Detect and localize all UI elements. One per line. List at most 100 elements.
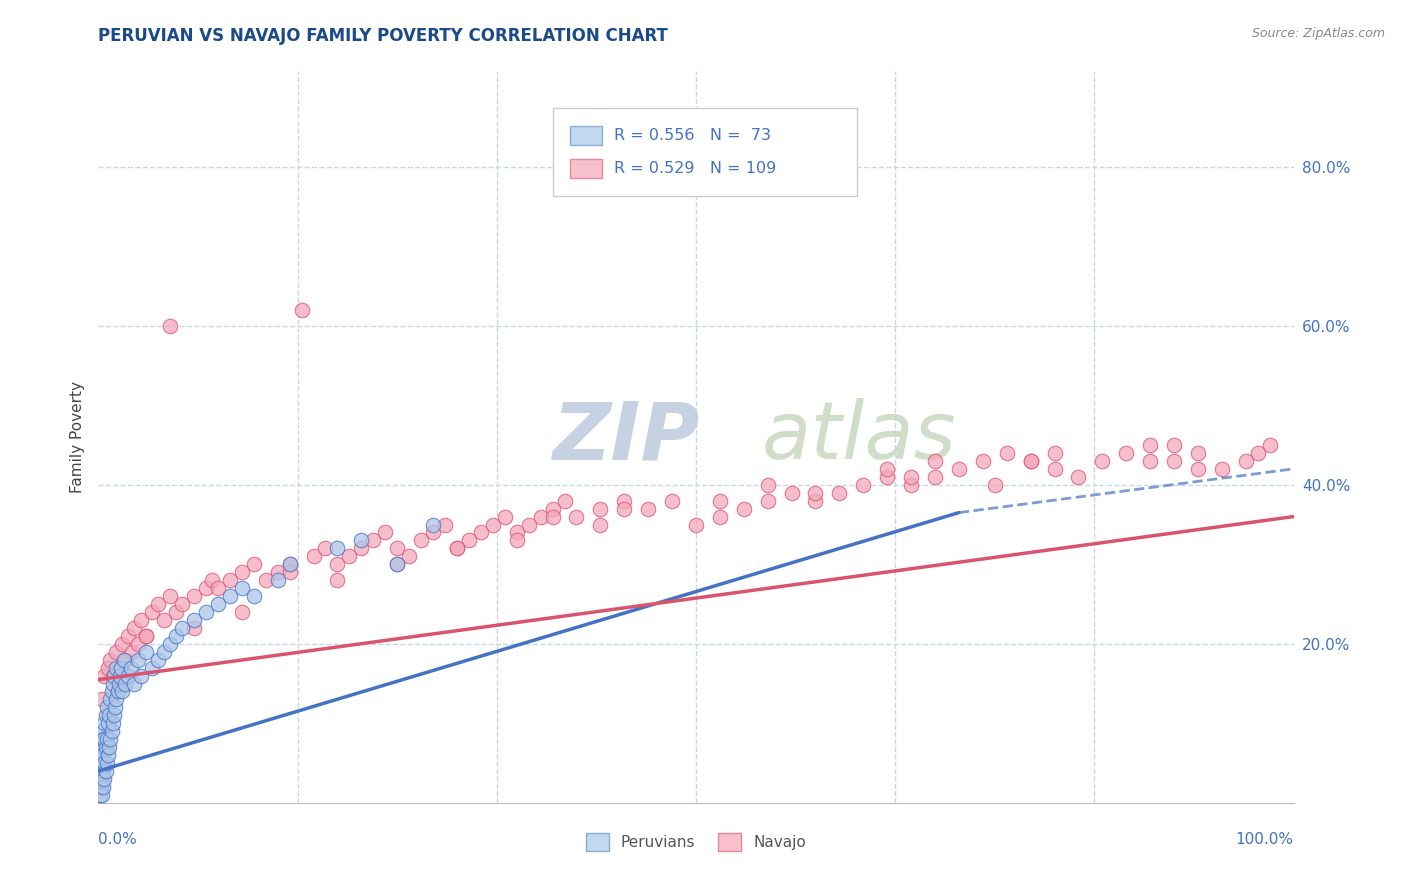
Text: 100.0%: 100.0% [1236, 832, 1294, 847]
Point [541, 509, 564, 524]
Point [709, 493, 731, 508]
Point [141, 605, 163, 619]
Point [96, 732, 118, 747]
Point [90, 780, 112, 794]
Point [1139, 454, 1161, 468]
Point [517, 517, 540, 532]
Point [267, 566, 290, 580]
Point [1187, 462, 1209, 476]
Point [89, 764, 111, 778]
Point [385, 558, 409, 572]
Point [111, 637, 134, 651]
Point [589, 501, 612, 516]
Y-axis label: Family Poverty: Family Poverty [69, 381, 84, 493]
Point [91, 748, 114, 763]
Point [98, 732, 122, 747]
Point [900, 477, 922, 491]
Point [219, 589, 242, 603]
Point [93, 716, 115, 731]
Point [254, 573, 277, 587]
Point [91, 764, 114, 778]
Point [97, 660, 120, 674]
Point [89, 788, 111, 802]
Point [90, 756, 112, 770]
Point [111, 684, 134, 698]
Point [101, 716, 124, 731]
Point [1247, 446, 1270, 460]
Point [97, 716, 120, 731]
Point [91, 724, 114, 739]
Text: 0.0%: 0.0% [98, 832, 138, 847]
Point [446, 541, 468, 556]
Point [1115, 446, 1137, 460]
Point [434, 517, 457, 532]
Point [1091, 454, 1114, 468]
FancyBboxPatch shape [571, 159, 602, 178]
Point [107, 676, 129, 690]
Point [924, 454, 946, 468]
Point [339, 549, 361, 564]
Point [278, 566, 301, 580]
Text: R = 0.529   N = 109: R = 0.529 N = 109 [613, 161, 776, 176]
FancyBboxPatch shape [553, 108, 858, 195]
Text: Source: ZipAtlas.com: Source: ZipAtlas.com [1251, 27, 1385, 40]
Point [494, 509, 516, 524]
Point [91, 692, 114, 706]
Point [733, 501, 755, 516]
Point [131, 613, 153, 627]
Point [96, 756, 118, 770]
Point [385, 558, 409, 572]
Point [804, 493, 827, 508]
Point [374, 525, 396, 540]
Point [165, 629, 187, 643]
Point [135, 629, 157, 643]
Point [1234, 454, 1257, 468]
Point [153, 645, 176, 659]
Point [94, 708, 117, 723]
Point [422, 517, 444, 532]
Point [995, 446, 1018, 460]
Point [98, 653, 122, 667]
Point [1258, 438, 1281, 452]
Point [91, 732, 114, 747]
Point [243, 558, 266, 572]
Point [924, 470, 946, 484]
Point [183, 613, 205, 627]
Point [112, 653, 135, 667]
Point [148, 597, 170, 611]
Point [91, 780, 114, 794]
Point [613, 493, 636, 508]
Point [101, 676, 124, 690]
Point [91, 756, 114, 770]
Point [385, 541, 409, 556]
Point [470, 525, 492, 540]
Point [117, 629, 139, 643]
Point [446, 541, 468, 556]
Point [876, 462, 898, 476]
Point [422, 525, 444, 540]
Point [709, 509, 731, 524]
Point [326, 573, 349, 587]
Point [89, 780, 111, 794]
Point [103, 708, 125, 723]
Point [326, 541, 349, 556]
Point [302, 549, 325, 564]
Point [108, 660, 131, 674]
Point [93, 772, 115, 786]
Point [93, 732, 115, 747]
Point [159, 637, 181, 651]
Point [1067, 470, 1090, 484]
Point [111, 676, 134, 690]
Point [172, 621, 194, 635]
Point [114, 653, 136, 667]
Point [231, 605, 253, 619]
Point [350, 541, 373, 556]
Point [98, 740, 121, 755]
Point [780, 485, 803, 500]
Point [183, 589, 205, 603]
Point [121, 645, 143, 659]
Point [852, 477, 875, 491]
Point [98, 692, 122, 706]
Point [135, 629, 157, 643]
Point [1043, 446, 1066, 460]
